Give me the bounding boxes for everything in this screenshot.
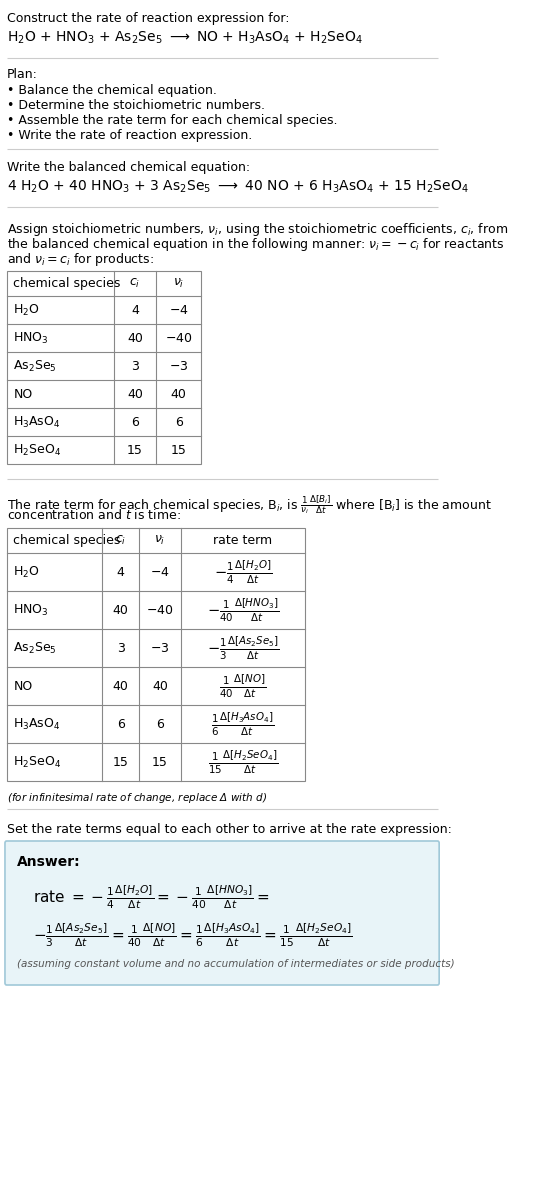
FancyBboxPatch shape [5,841,439,984]
Text: • Determine the stoichiometric numbers.: • Determine the stoichiometric numbers. [6,99,265,112]
Text: $-3$: $-3$ [150,642,169,655]
Text: 4: 4 [131,303,139,316]
Text: H$_2$SeO$_4$: H$_2$SeO$_4$ [13,442,61,458]
Text: $\nu_i$: $\nu_i$ [173,276,184,290]
Text: Answer:: Answer: [17,855,80,869]
Text: Assign stoichiometric numbers, $\nu_i$, using the stoichiometric coefficients, $: Assign stoichiometric numbers, $\nu_i$, … [6,221,508,238]
Text: $-4$: $-4$ [169,303,189,316]
Text: Set the rate terms equal to each other to arrive at the rate expression:: Set the rate terms equal to each other t… [6,823,451,837]
Text: H$_3$AsO$_4$: H$_3$AsO$_4$ [13,716,61,732]
Text: 40: 40 [127,387,143,400]
Text: the balanced chemical equation in the following manner: $\nu_i = -c_i$ for react: the balanced chemical equation in the fo… [6,236,504,252]
Text: 40: 40 [152,679,168,692]
Text: $c_i$: $c_i$ [129,276,140,290]
Text: 15: 15 [113,756,129,768]
Text: NO: NO [13,387,33,400]
Bar [6,528,305,781]
Text: $\frac{1}{15}\frac{\Delta[H_2SeO_4]}{\Delta t}$: $\frac{1}{15}\frac{\Delta[H_2SeO_4]}{\De… [208,749,278,775]
Text: H$_2$SeO$_4$: H$_2$SeO$_4$ [13,755,61,769]
Text: $-40$: $-40$ [146,603,174,617]
Text: 40: 40 [113,679,129,692]
Text: 6: 6 [175,416,182,428]
Text: chemical species: chemical species [13,534,121,547]
Text: $c_i$: $c_i$ [115,534,126,547]
Text: NO: NO [13,679,33,692]
Text: $-\frac{1}{4}\frac{\Delta[H_2O]}{\Delta t}$: $-\frac{1}{4}\frac{\Delta[H_2O]}{\Delta … [214,558,272,585]
Text: 4 H$_2$O + 40 HNO$_3$ + 3 As$_2$Se$_5$ $\longrightarrow$ 40 NO + 6 H$_3$AsO$_4$ : 4 H$_2$O + 40 HNO$_3$ + 3 As$_2$Se$_5$ $… [6,179,468,196]
Text: The rate term for each chemical species, B$_i$, is $\frac{1}{\nu_i}\frac{\Delta[: The rate term for each chemical species,… [6,493,492,516]
Text: $\frac{1}{40}\frac{\Delta[NO]}{\Delta t}$: $\frac{1}{40}\frac{\Delta[NO]}{\Delta t}… [219,672,266,700]
Text: $\frac{1}{6}\frac{\Delta[H_3AsO_4]}{\Delta t}$: $\frac{1}{6}\frac{\Delta[H_3AsO_4]}{\Del… [211,710,274,738]
Text: (for infinitesimal rate of change, replace Δ with $d$): (for infinitesimal rate of change, repla… [6,791,266,805]
Text: $-\frac{1}{40}\frac{\Delta[HNO_3]}{\Delta t}$: $-\frac{1}{40}\frac{\Delta[HNO_3]}{\Delt… [207,596,279,624]
Bar [6,270,202,464]
Text: 6: 6 [117,718,124,731]
Text: 4: 4 [117,565,124,578]
Text: concentration and $t$ is time:: concentration and $t$ is time: [6,508,181,522]
Text: 15: 15 [170,444,187,457]
Text: 15: 15 [127,444,143,457]
Text: $-40$: $-40$ [165,332,192,345]
Text: H$_2$O: H$_2$O [13,565,40,579]
Text: Plan:: Plan: [6,69,38,81]
Text: $-\frac{1}{3}\frac{\Delta[As_2Se_5]}{\Delta t}$: $-\frac{1}{3}\frac{\Delta[As_2Se_5]}{\De… [206,635,279,662]
Text: Write the balanced chemical equation:: Write the balanced chemical equation: [6,161,250,174]
Text: 6: 6 [156,718,164,731]
Text: 6: 6 [131,416,139,428]
Text: 3: 3 [131,359,139,373]
Text: 3: 3 [117,642,124,655]
Text: chemical species: chemical species [13,276,121,290]
Text: 40: 40 [170,387,187,400]
Text: Construct the rate of reaction expression for:: Construct the rate of reaction expressio… [6,12,289,25]
Text: (assuming constant volume and no accumulation of intermediates or side products): (assuming constant volume and no accumul… [17,959,454,969]
Text: rate $= -\frac{1}{4}\frac{\Delta[H_2O]}{\Delta t} = -\frac{1}{40}\frac{\Delta[HN: rate $= -\frac{1}{4}\frac{\Delta[H_2O]}{… [33,883,270,911]
Text: H$_2$O: H$_2$O [13,303,40,317]
Text: 40: 40 [113,603,129,617]
Text: $-\frac{1}{3}\frac{\Delta[As_2Se_5]}{\Delta t} = \frac{1}{40}\frac{\Delta[NO]}{\: $-\frac{1}{3}\frac{\Delta[As_2Se_5]}{\De… [33,921,353,948]
Text: • Write the rate of reaction expression.: • Write the rate of reaction expression. [6,129,252,142]
Text: As$_2$Se$_5$: As$_2$Se$_5$ [13,641,57,655]
Text: 40: 40 [127,332,143,345]
Text: rate term: rate term [213,534,272,547]
Text: As$_2$Se$_5$: As$_2$Se$_5$ [13,358,57,374]
Text: • Assemble the rate term for each chemical species.: • Assemble the rate term for each chemic… [6,114,337,127]
Text: H$_2$O + HNO$_3$ + As$_2$Se$_5$ $\longrightarrow$ NO + H$_3$AsO$_4$ + H$_2$SeO$_: H$_2$O + HNO$_3$ + As$_2$Se$_5$ $\longri… [6,30,362,47]
Text: $\nu_i$: $\nu_i$ [154,534,166,547]
Text: HNO$_3$: HNO$_3$ [13,602,49,618]
Text: $-3$: $-3$ [169,359,188,373]
Text: and $\nu_i = c_i$ for products:: and $\nu_i = c_i$ for products: [6,251,154,268]
Text: HNO$_3$: HNO$_3$ [13,331,49,345]
Text: H$_3$AsO$_4$: H$_3$AsO$_4$ [13,415,61,429]
Text: 15: 15 [152,756,168,768]
Text: $-4$: $-4$ [150,565,170,578]
Text: • Balance the chemical equation.: • Balance the chemical equation. [6,84,217,97]
